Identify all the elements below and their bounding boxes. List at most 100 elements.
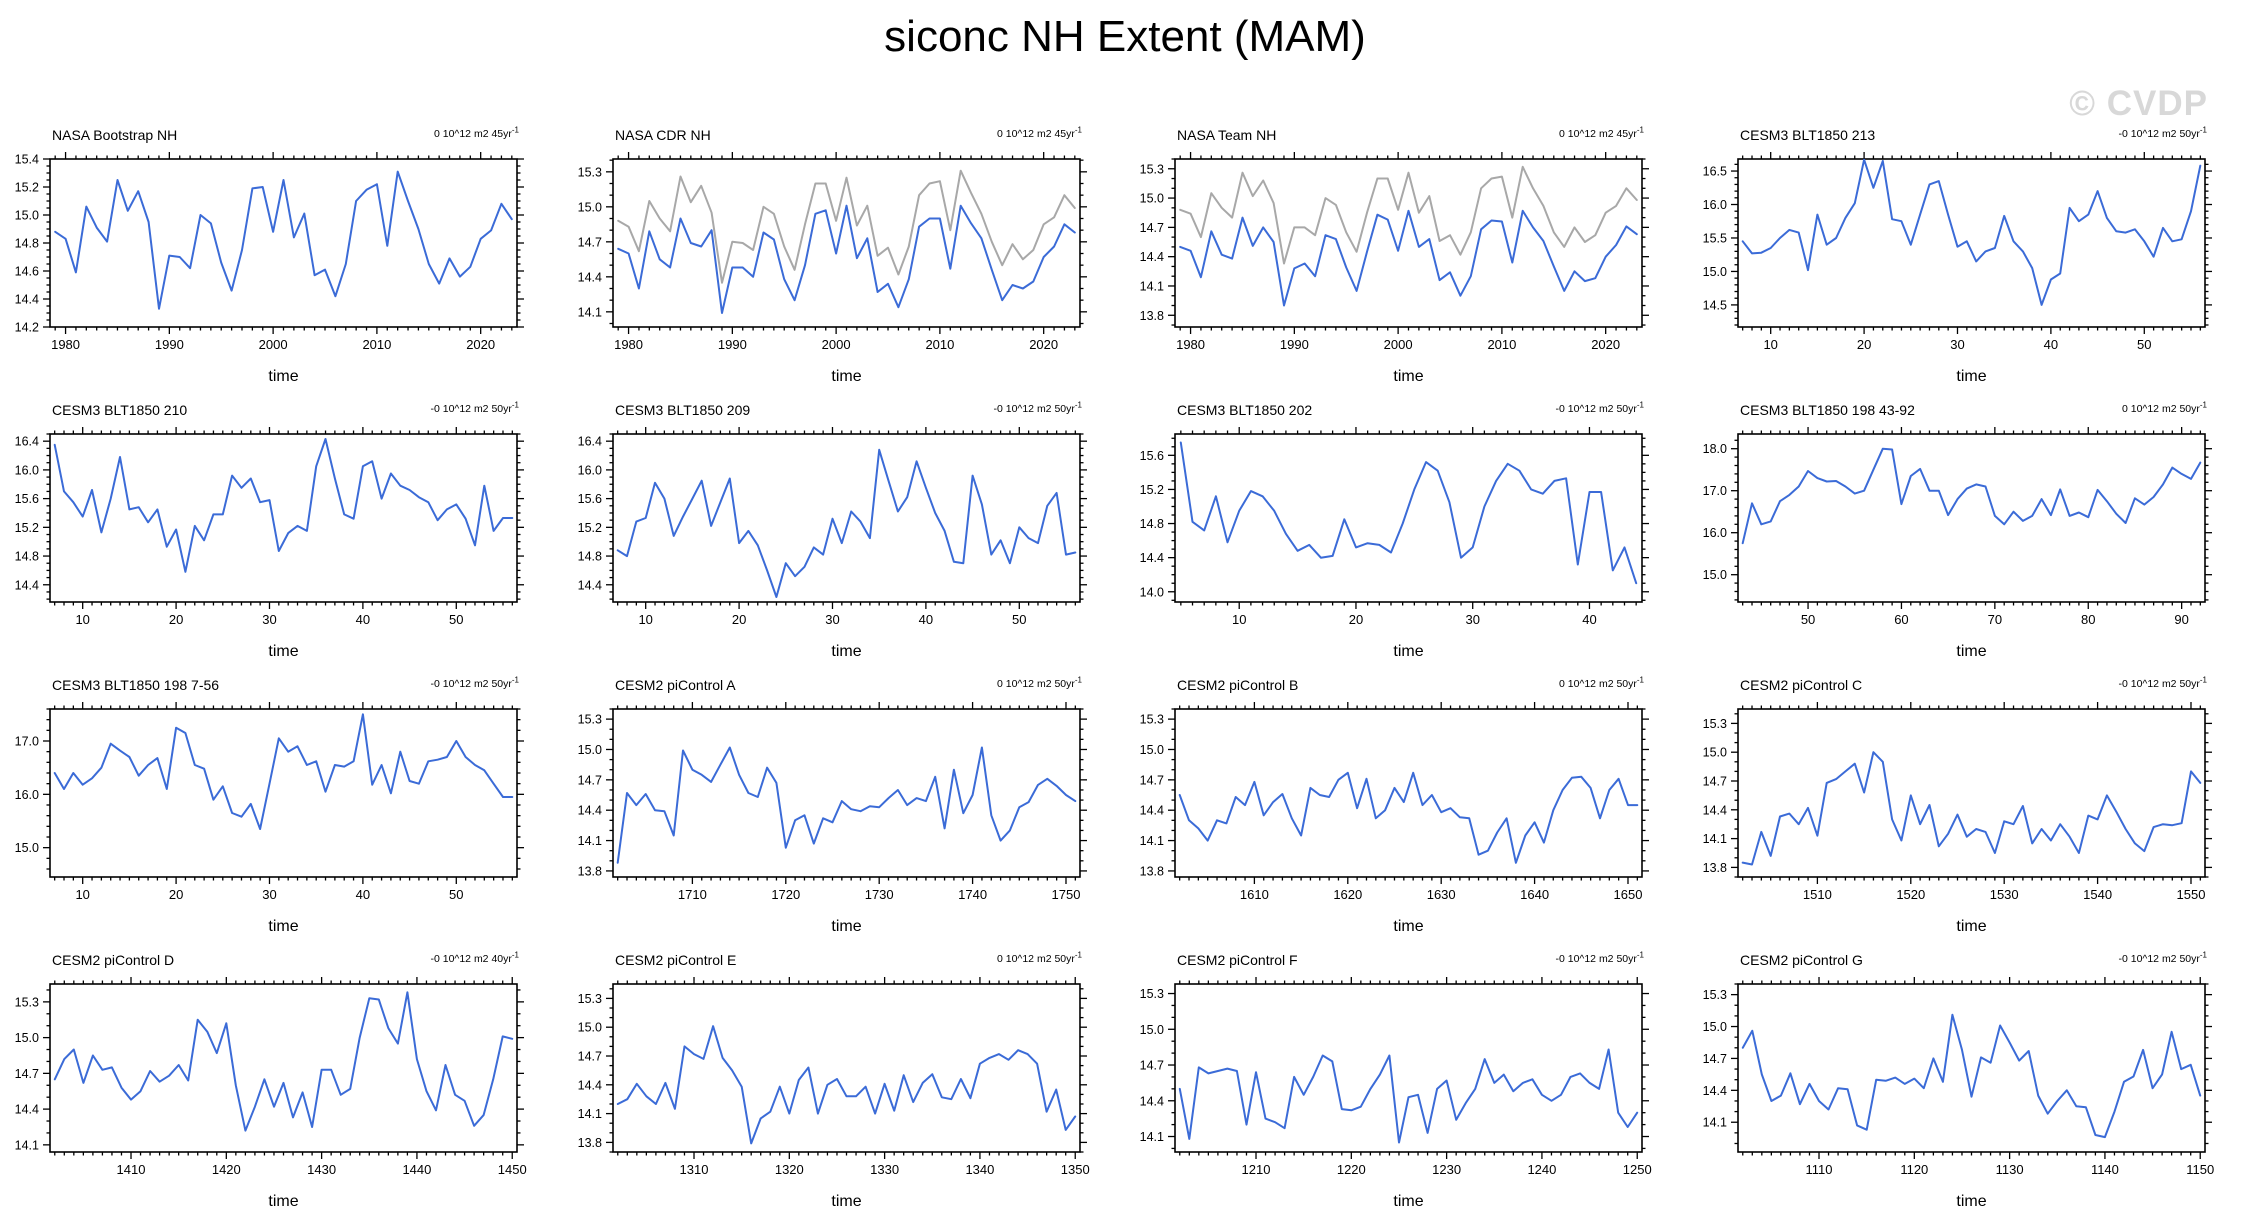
- trend-annotation: 0 10^12 m2 50yr-1: [996, 676, 1082, 691]
- series-line-blue: [1741, 1013, 2201, 1139]
- x-tick-label: 20: [169, 887, 183, 902]
- series-line-blue: [616, 1025, 1076, 1145]
- y-tick-label: 15.2: [15, 521, 39, 535]
- trend-annotation: -0 10^12 m2 50yr-1: [993, 401, 1082, 416]
- y-tick-label: 14.7: [1140, 773, 1164, 787]
- x-tick-label: 1430: [307, 1162, 336, 1177]
- chart-cell: 15.0 16.0 17.0 10 20 30 40 50 CESM3 BLT1850 198 …: [0, 670, 563, 945]
- trend-annotation: 0 10^12 m2 45yr-1: [1559, 126, 1645, 141]
- x-tick-label: 20: [731, 612, 745, 627]
- chart-canvas: 14.0 14.4 14.8 15.2 15.6 10 20 30 40 CESM3 BLT185…: [1140, 401, 1649, 660]
- x-tick-label: 1140: [2090, 1162, 2118, 1177]
- x-tick-label: 50: [2137, 337, 2151, 352]
- y-tick-label: 14.7: [577, 235, 601, 249]
- x-tick-label: 2010: [925, 337, 954, 352]
- x-tick-label: 20: [169, 612, 183, 627]
- plot-frame: [49, 158, 518, 328]
- x-axis-label: time: [268, 368, 298, 385]
- tick-marks: [1730, 702, 2212, 884]
- charts-grid: 14.2 14.4 14.6 14.8 15.0 15.2 15.4 1980 1990 2000…: [0, 120, 2250, 1220]
- y-tick-label: 14.4: [1702, 1084, 1726, 1098]
- plot-frame: [49, 983, 518, 1153]
- x-tick-label: 1220: [1337, 1162, 1366, 1177]
- x-tick-label: 1610: [1240, 887, 1269, 902]
- y-tick-label: 15.0: [1140, 192, 1164, 206]
- plot-frame: [1736, 433, 2206, 603]
- y-tick-label: 14.8: [15, 237, 39, 251]
- series-line-blue: [1179, 441, 1638, 585]
- x-tick-label: 2020: [1591, 337, 1620, 352]
- x-axis-label: time: [1956, 1193, 1986, 1210]
- chart-title: CESM3 BLT1850 213: [1740, 127, 1875, 143]
- x-tick-label: 1750: [1051, 887, 1080, 902]
- trend-annotation: -0 10^12 m2 50yr-1: [2118, 126, 2207, 141]
- x-tick-label: 30: [1465, 612, 1479, 627]
- y-tick-label: 15.0: [1702, 1020, 1726, 1034]
- x-tick-label: 1980: [614, 337, 643, 352]
- y-tick-label: 15.0: [1702, 746, 1726, 760]
- x-tick-label: 1980: [1176, 337, 1205, 352]
- trend-annotation: -0 10^12 m2 40yr-1: [430, 951, 519, 966]
- x-tick-label: 2000: [1384, 337, 1413, 352]
- x-tick-label: 50: [449, 887, 463, 902]
- y-tick-label: 15.0: [1702, 265, 1726, 279]
- series-line-blue: [54, 170, 513, 310]
- y-tick-label: 15.0: [1702, 568, 1726, 582]
- tick-marks: [43, 427, 524, 609]
- y-tick-label: 14.4: [15, 293, 39, 307]
- chart-cell: 14.0 14.4 14.8 15.2 15.6 10 20 30 40 CESM3 BLT185…: [1125, 395, 1688, 670]
- x-tick-label: 1110: [1805, 1162, 1832, 1177]
- x-axis-label: time: [1956, 368, 1986, 385]
- plot-frame: [1736, 983, 2206, 1153]
- chart-cell: 13.8 14.1 14.4 14.7 15.0 15.3 1610 1620 1630 1640…: [1125, 670, 1688, 945]
- series-line-blue: [1178, 771, 1639, 864]
- chart-canvas: 14.1 14.4 14.7 15.0 15.3 1110 1120 1130 1140 1150…: [1702, 951, 2214, 1211]
- x-tick-label: 90: [2174, 612, 2188, 627]
- x-tick-label: 60: [1894, 612, 1908, 627]
- x-tick-label: 1340: [965, 1162, 994, 1177]
- x-axis-label: time: [1956, 643, 1986, 660]
- x-tick-label: 20: [1856, 337, 1870, 352]
- x-tick-label: 50: [1012, 612, 1026, 627]
- y-tick-label: 17.0: [1702, 484, 1726, 498]
- y-tick-label: 15.3: [15, 995, 39, 1009]
- y-tick-label: 15.2: [15, 181, 39, 195]
- y-tick-label: 15.3: [1140, 162, 1164, 176]
- y-tick-label: 15.2: [1140, 483, 1164, 497]
- y-tick-label: 15.3: [1702, 988, 1726, 1002]
- y-tick-label: 16.5: [1702, 165, 1726, 179]
- chart-title: NASA Bootstrap NH: [52, 127, 177, 143]
- x-tick-label: 30: [262, 612, 276, 627]
- y-tick-label: 15.6: [577, 492, 601, 506]
- tick-marks: [43, 977, 524, 1159]
- series-line-blue: [53, 991, 514, 1132]
- series-line-blue: [1179, 209, 1638, 307]
- chart-canvas: 14.4 14.8 15.2 15.6 16.0 16.4 10 20 30 40 50 CESM3 …: [577, 401, 1087, 660]
- chart-cell: 14.5 15.0 15.5 16.0 16.5 10 20 30 40 50 CESM3 BLT1…: [1688, 120, 2250, 395]
- chart-title: CESM3 BLT1850 210: [52, 402, 187, 418]
- x-tick-label: 1150: [2186, 1162, 2214, 1177]
- x-tick-label: 2020: [466, 337, 495, 352]
- chart-cell: 13.8 14.1 14.4 14.7 15.0 15.3 1310 1320 1330 1340…: [563, 945, 1126, 1220]
- x-axis-label: time: [831, 368, 861, 385]
- tick-marks: [1168, 427, 1649, 609]
- chart-title: CESM2 piControl C: [1740, 677, 1862, 693]
- trend-annotation: 0 10^12 m2 45yr-1: [996, 126, 1082, 141]
- x-axis-label: time: [1956, 918, 1986, 935]
- x-tick-label: 1550: [2176, 887, 2205, 902]
- chart-canvas: 14.1 14.4 14.7 15.0 15.3 1980 1990 2000 2010 2020…: [577, 126, 1087, 385]
- y-tick-label: 14.6: [15, 265, 39, 279]
- series-line-blue: [616, 204, 1076, 314]
- chart-title: CESM2 piControl A: [615, 677, 736, 693]
- series-line-blue: [1178, 1048, 1639, 1144]
- y-tick-label: 14.4: [1140, 804, 1164, 818]
- y-tick-label: 14.8: [577, 550, 601, 564]
- y-tick-label: 13.8: [1140, 864, 1164, 878]
- y-tick-label: 14.4: [15, 1103, 39, 1117]
- tick-marks: [1168, 977, 1649, 1159]
- chart-title: CESM2 piControl E: [615, 952, 736, 968]
- chart-title: NASA CDR NH: [615, 127, 711, 143]
- page-header: siconc NH Extent (MAM) © CVDP: [0, 0, 2250, 123]
- chart-cell: 13.8 14.1 14.4 14.7 15.0 15.3 1710 1720 1730 1740…: [563, 670, 1126, 945]
- chart-title: CESM2 piControl F: [1177, 952, 1298, 968]
